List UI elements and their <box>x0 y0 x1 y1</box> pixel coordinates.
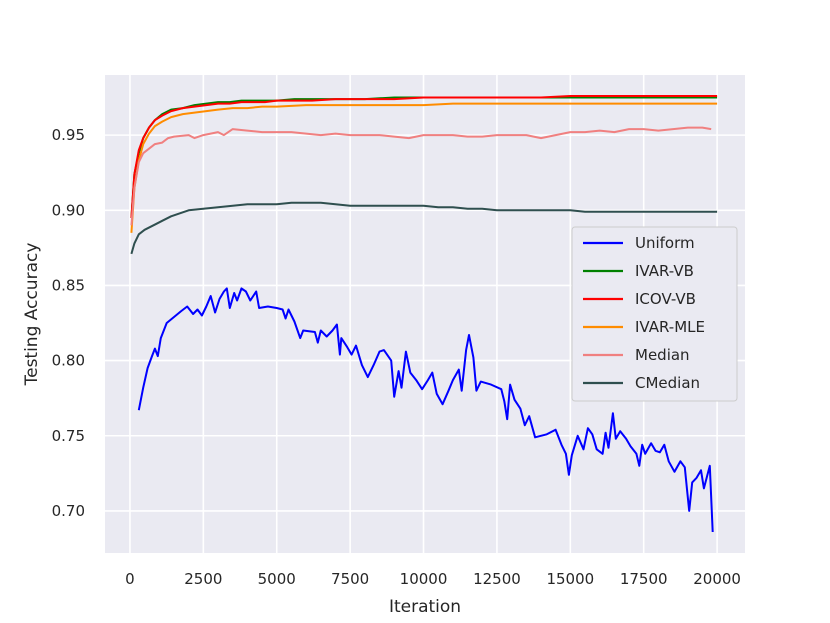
x-tick-labels: 0 2500 5000 7500 10000 12500 15000 17500 20000 <box>125 570 741 588</box>
series-line-cmedian <box>130 201 718 255</box>
y-tick-label: 0.90 <box>52 201 85 219</box>
y-tick-label: 0.80 <box>52 352 85 370</box>
y-axis-label: Testing Accuracy <box>22 243 42 387</box>
series-line-icov-vb <box>130 95 718 218</box>
y-tick-label: 0.95 <box>52 126 85 144</box>
x-tick-label: 0 <box>125 570 135 588</box>
x-tick-label: 2500 <box>184 570 222 588</box>
legend: Uniform IVAR-VB ICOV-VB IVAR-MLE Median CMedi… <box>571 226 738 402</box>
series-line-ivar-mle <box>130 102 718 233</box>
x-tick-label: 7500 <box>331 570 369 588</box>
y-tick-labels: 0.70 0.75 0.80 0.85 0.90 0.95 <box>52 126 85 520</box>
legend-label: Median <box>635 346 690 364</box>
x-tick-label: 20000 <box>693 570 741 588</box>
legend-label: IVAR-MLE <box>635 318 705 336</box>
y-tick-label: 0.70 <box>52 502 85 520</box>
y-tick-label: 0.75 <box>52 427 85 445</box>
legend-label: ICOV-VB <box>635 290 696 308</box>
legend-label: CMedian <box>635 374 700 392</box>
legend-label: Uniform <box>635 234 695 252</box>
x-axis-label: Iteration <box>389 597 461 617</box>
x-tick-label: 15000 <box>546 570 594 588</box>
y-tick-label: 0.85 <box>52 276 85 294</box>
legend-label: IVAR-VB <box>635 262 694 280</box>
series-line-uniform <box>137 287 714 533</box>
series-lines <box>130 95 718 533</box>
x-tick-label: 17500 <box>620 570 668 588</box>
x-tick-label: 12500 <box>473 570 521 588</box>
x-tick-label: 5000 <box>258 570 296 588</box>
x-tick-label: 10000 <box>400 570 448 588</box>
series-line-median <box>130 126 712 226</box>
